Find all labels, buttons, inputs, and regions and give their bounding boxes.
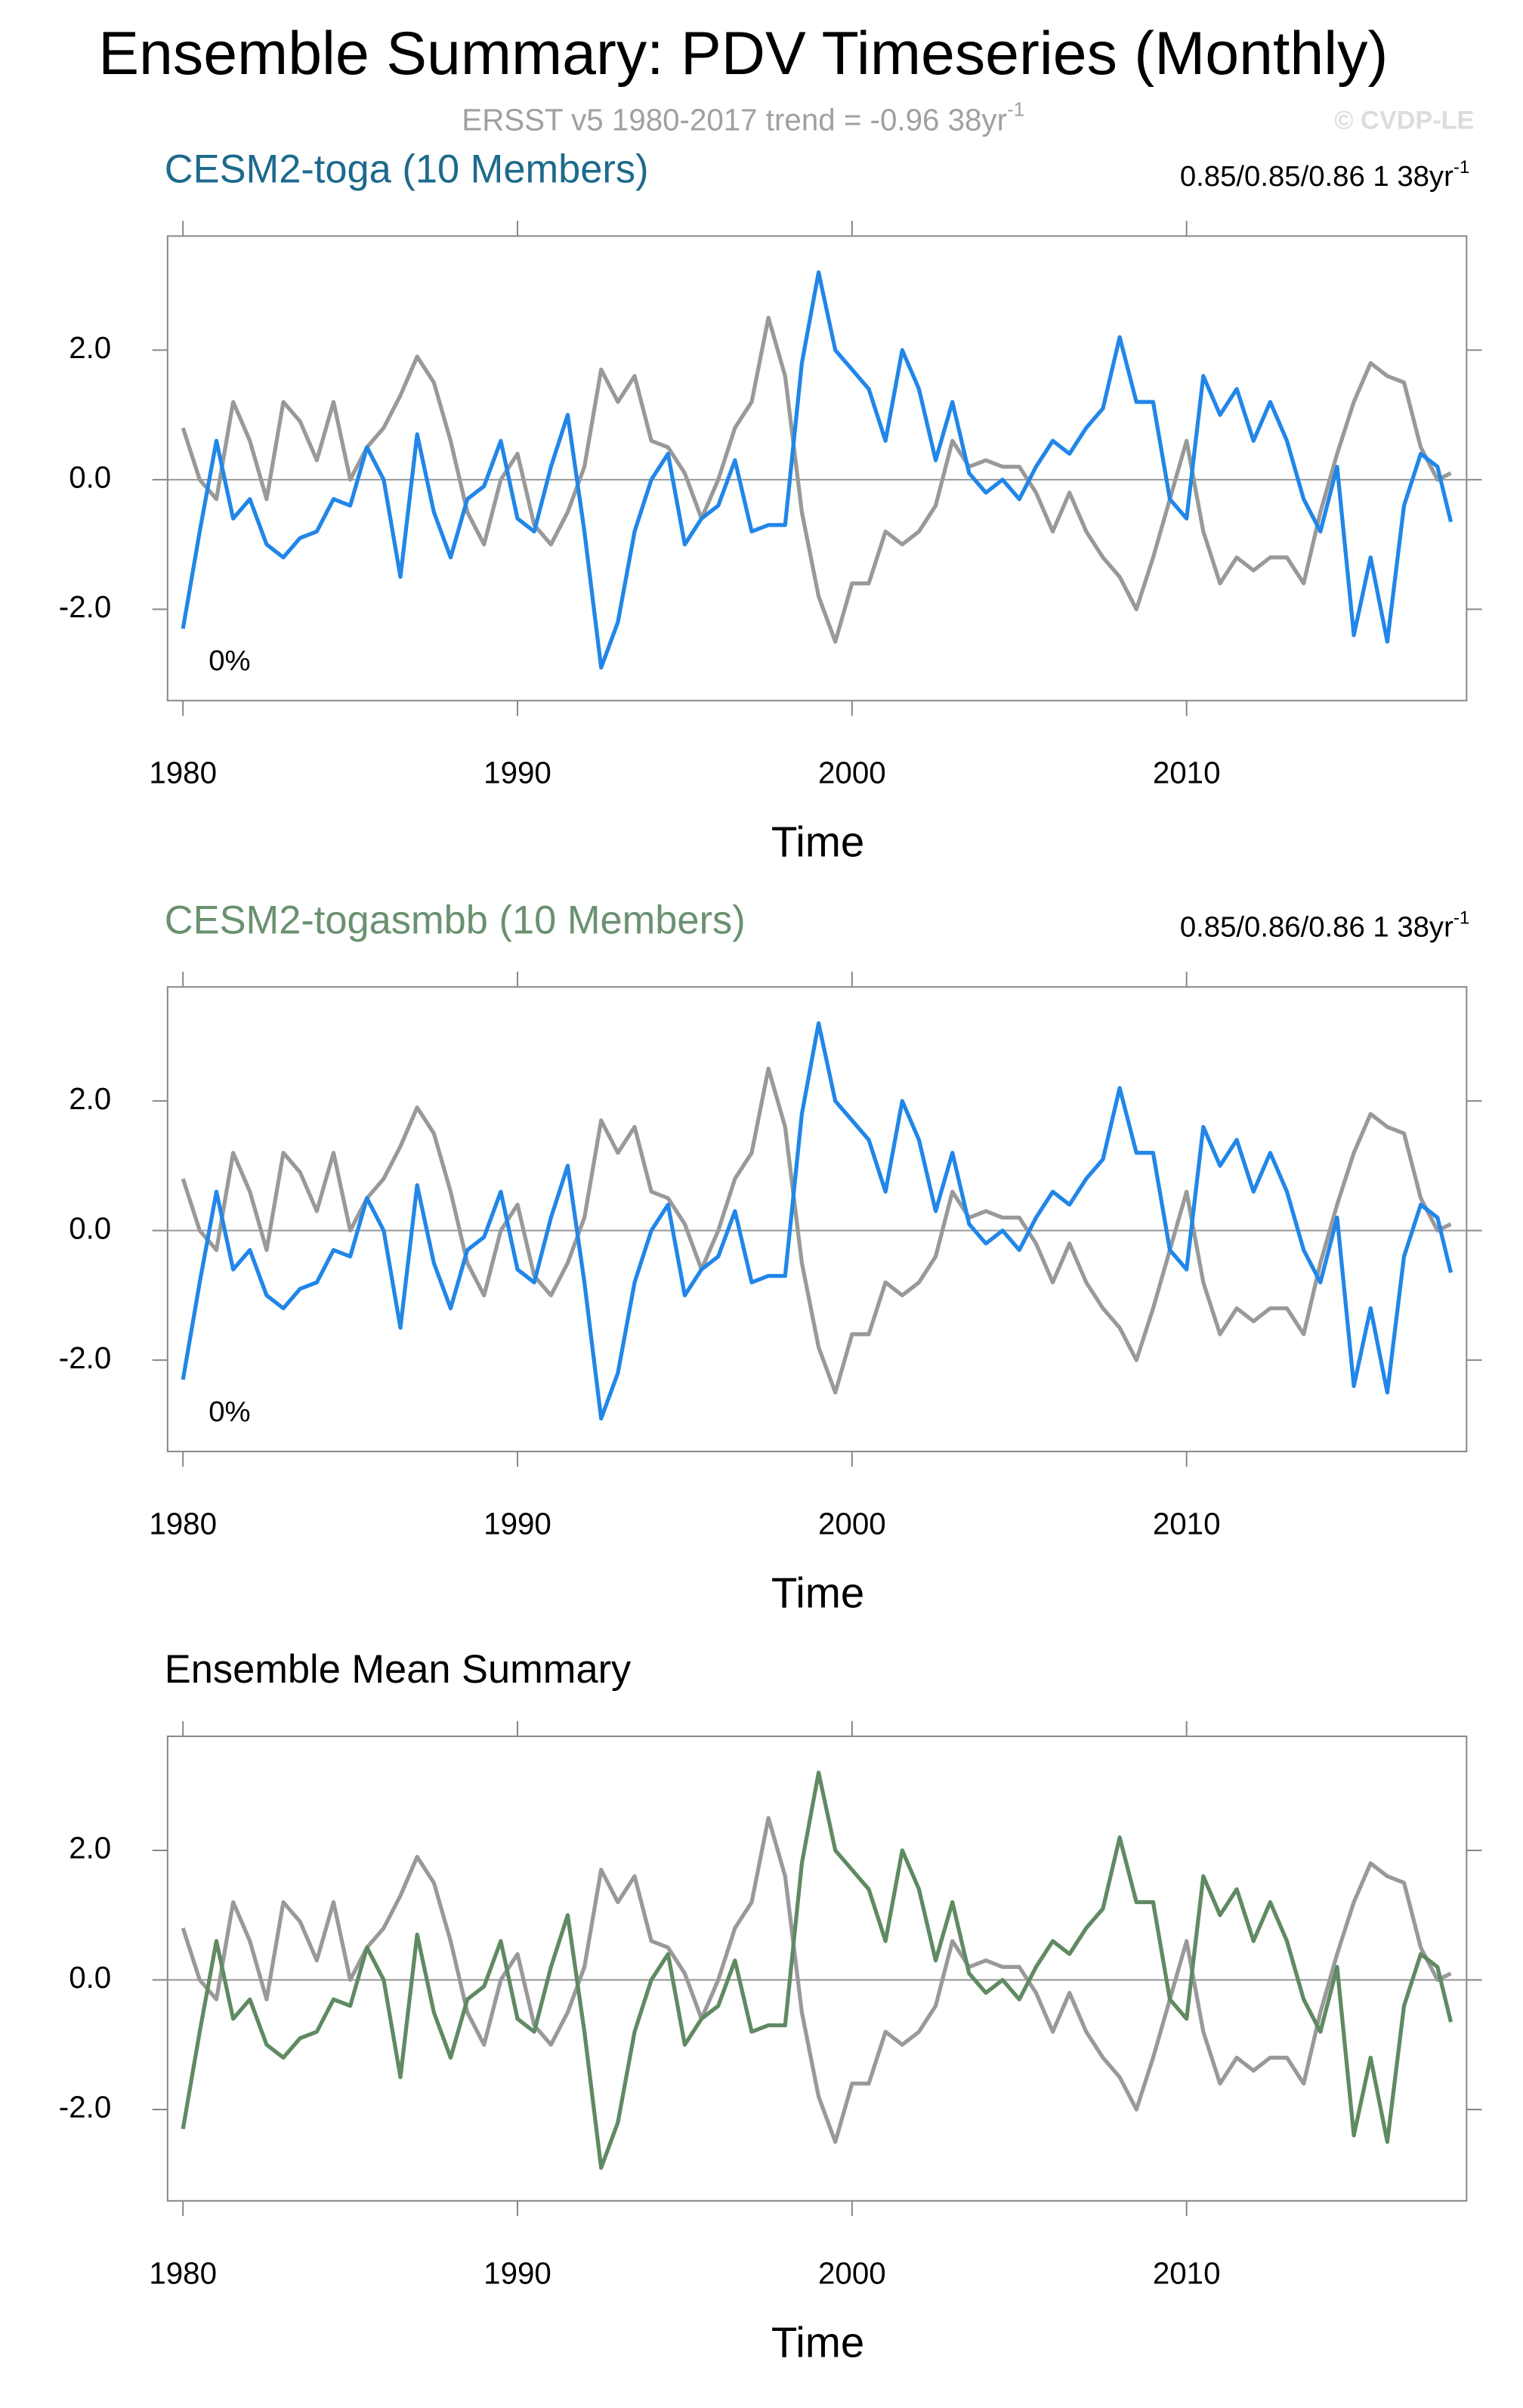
plot-frame [166,235,1468,702]
subtitle-superscript: -1 [1007,97,1024,120]
panel-title: CESM2-toga (10 Members) [165,148,649,192]
stats-superscript: -1 [1453,908,1469,929]
plot-frame [166,1736,1468,2202]
x-axis-label: Time [771,818,864,866]
data-line [181,315,1452,644]
y-tick-label: 2.0 [69,331,111,365]
x-tick-label: 1980 [149,1507,217,1541]
y-tick-label: 2.0 [69,1082,111,1116]
panel-title: Ensemble Mean Summary [165,1648,632,1692]
data-line [181,1816,1452,2144]
x-tick-label: 2010 [1153,1507,1221,1541]
x-tick-label: 2000 [818,1507,886,1541]
x-tick-label: 1990 [483,2256,551,2290]
x-tick-label: 1980 [149,2256,217,2290]
y-tick-label: 0.0 [69,461,111,495]
stats-text: 0.85/0.86/0.86 1 38yr [1180,911,1453,944]
panel-title: CESM2-togasmbb (10 Members) [165,898,746,942]
x-tick-label: 2010 [1153,756,1221,790]
data-line [181,1770,1453,2170]
data-line [181,1021,1453,1420]
y-tick-label: -2.0 [59,2091,111,2125]
x-axis-label: Time [771,2318,864,2366]
data-line [181,270,1453,670]
y-tick-label: 2.0 [69,1832,111,1866]
watermark: © CVDP-LE [1334,106,1474,134]
panel-note: 0% [209,645,250,677]
panel-stats: 0.85/0.85/0.86 1 38yr-1 [1180,157,1469,193]
panel-note: 0% [209,1396,250,1428]
y-tick-label: 0.0 [69,1211,111,1245]
subtitle-text: ERSST v5 1980-2017 trend = -0.96 38yr [462,103,1007,137]
x-tick-label: 1990 [483,756,551,790]
y-tick-label: -2.0 [59,590,111,624]
x-tick-label: 1980 [149,756,217,790]
figure-subtitle: ERSST v5 1980-2017 trend = -0.96 38yr-1 [462,97,1024,137]
x-tick-label: 2010 [1153,2256,1221,2290]
panel-stats: 0.85/0.86/0.86 1 38yr-1 [1180,908,1469,944]
stats-text: 0.85/0.85/0.86 1 38yr [1180,160,1453,193]
x-tick-label: 1990 [483,1507,551,1541]
x-axis-label: Time [771,1569,864,1616]
x-tick-label: 2000 [818,756,886,790]
y-tick-label: 0.0 [69,1961,111,1995]
stats-superscript: -1 [1453,157,1469,178]
y-tick-label: -2.0 [59,1341,111,1375]
x-tick-label: 2000 [818,2256,886,2290]
data-line [181,1066,1452,1395]
plot-frame [166,986,1468,1453]
figure-title: Ensemble Summary: PDV Timeseries (Monthl… [98,20,1388,88]
